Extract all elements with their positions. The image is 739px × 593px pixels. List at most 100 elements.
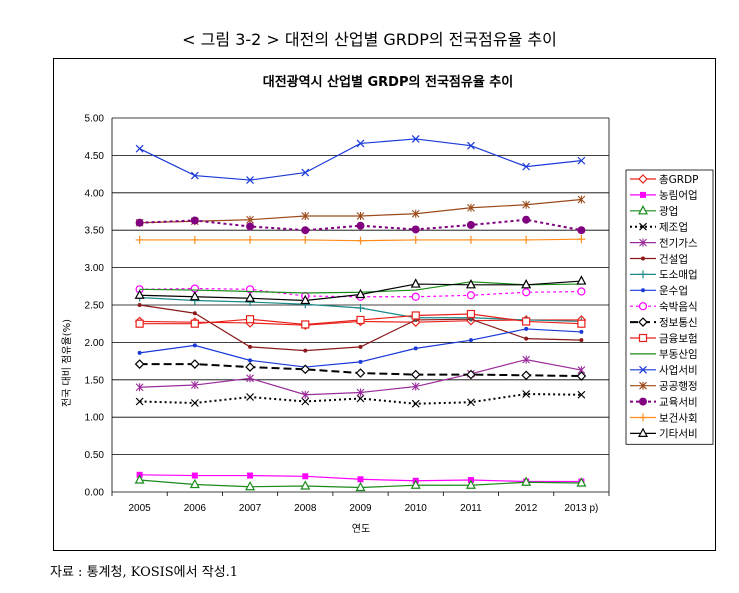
data-point (356, 303, 365, 312)
data-point (522, 162, 531, 171)
legend-marker (641, 288, 645, 293)
data-point (356, 211, 365, 220)
data-point (355, 368, 366, 378)
series-3 (134, 474, 587, 492)
data-point (410, 278, 421, 288)
legend-marker (638, 427, 648, 437)
figure-caption: < 그림 3-2 > 대전의 산업별 GRDP의 전국점유율 추이 (182, 30, 557, 49)
legend-label: 교육서비 (659, 396, 698, 408)
data-point (521, 279, 532, 289)
x-tick-label: 2006 (184, 503, 207, 514)
legend-label: 건설업 (659, 252, 688, 265)
legend-label: 사업서비 (659, 364, 698, 377)
legend-marker (639, 397, 647, 406)
legend-marker (639, 381, 647, 390)
data-point (577, 319, 586, 328)
data-point (189, 359, 200, 369)
x-tick-label: 2005 (128, 503, 151, 514)
legend-marker (639, 413, 647, 422)
data-point (579, 329, 584, 334)
data-point (522, 317, 531, 326)
data-point (246, 374, 254, 383)
legend-item: 도소매업 (630, 268, 698, 281)
legend-marker (639, 238, 647, 247)
y-tick-label: 2.50 (85, 301, 105, 312)
data-point (301, 320, 310, 329)
data-point (190, 381, 199, 390)
axes: 0.00 0.50 1.00 1.50 2.00 2.50 3.00 3.50 4.00 4.50… (85, 114, 610, 514)
data-point (135, 235, 144, 244)
legend-marker (639, 222, 647, 231)
data-point (246, 215, 254, 224)
data-point (411, 135, 420, 143)
legend-item: 정보통신 (630, 317, 698, 329)
legend-item: 운수업 (630, 284, 688, 297)
y-tick-label: 3.00 (85, 263, 105, 274)
data-point (522, 288, 531, 297)
x-tick-label: 2011 (460, 503, 482, 514)
data-point (134, 289, 145, 299)
y-axis-label: 전국 대비 점유율(%) (61, 319, 73, 407)
legend-marker (638, 317, 648, 327)
data-point (189, 290, 200, 301)
data-point (248, 358, 253, 363)
data-point (302, 473, 309, 480)
data-point (522, 355, 531, 364)
data-point (190, 235, 199, 244)
data-point (356, 394, 365, 403)
y-tick-label: 1.50 (85, 375, 105, 386)
data-point (466, 220, 475, 229)
data-point (411, 235, 420, 244)
series-13 (135, 135, 586, 185)
data-point (355, 288, 366, 299)
legend-label: 도소매업 (659, 268, 698, 281)
y-tick-label: 1.00 (85, 413, 105, 424)
data-point (522, 235, 531, 244)
y-tick-label: 5.00 (85, 114, 105, 125)
data-point (301, 397, 310, 406)
data-point (134, 474, 145, 484)
legend-item: 기타서비 (630, 427, 698, 440)
legend-item: 총GRDP (630, 174, 699, 186)
data-point (467, 203, 475, 212)
data-point (577, 235, 586, 244)
series-11 (135, 309, 586, 329)
data-point (465, 479, 476, 489)
data-point (246, 176, 254, 185)
data-point (413, 346, 418, 351)
legend-item: 부동산임 (630, 348, 698, 361)
data-point (356, 388, 365, 397)
y-tick-label: 3.50 (85, 226, 105, 237)
legend-item: 전기가스 (630, 237, 698, 249)
legend: 총GRDP 농림어업광업제조업전기가스건설업도소매업운수업숙박음식정보통신금융보험… (625, 169, 714, 445)
data-point (246, 222, 255, 231)
data-point (247, 472, 254, 479)
data-point (358, 359, 363, 364)
legend-marker (639, 365, 647, 374)
data-point (300, 364, 311, 375)
data-point (577, 195, 586, 204)
legend-marker (641, 256, 645, 261)
data-point (245, 480, 256, 491)
data-point (135, 319, 144, 328)
legend-item: 제조업 (630, 221, 688, 234)
data-point (191, 472, 198, 479)
data-point (301, 168, 310, 177)
line-chart: 대전광역시 산업별 GRDP의 전국점유율 추이 0.00 0.50 1.00 1.5… (61, 74, 714, 535)
data-point (301, 211, 310, 220)
data-point (356, 236, 365, 245)
series-line (139, 287, 582, 298)
data-point (190, 319, 199, 328)
series-5 (135, 355, 586, 399)
legend-marker (638, 205, 648, 215)
legend-item: 광업 (630, 205, 678, 218)
data-point (190, 284, 199, 293)
data-point (192, 311, 197, 316)
data-point (524, 336, 529, 341)
series-8 (137, 326, 584, 370)
series-4 (135, 390, 586, 408)
data-point (301, 390, 310, 399)
data-point (411, 399, 420, 408)
data-point (576, 477, 587, 487)
data-point (137, 303, 142, 307)
